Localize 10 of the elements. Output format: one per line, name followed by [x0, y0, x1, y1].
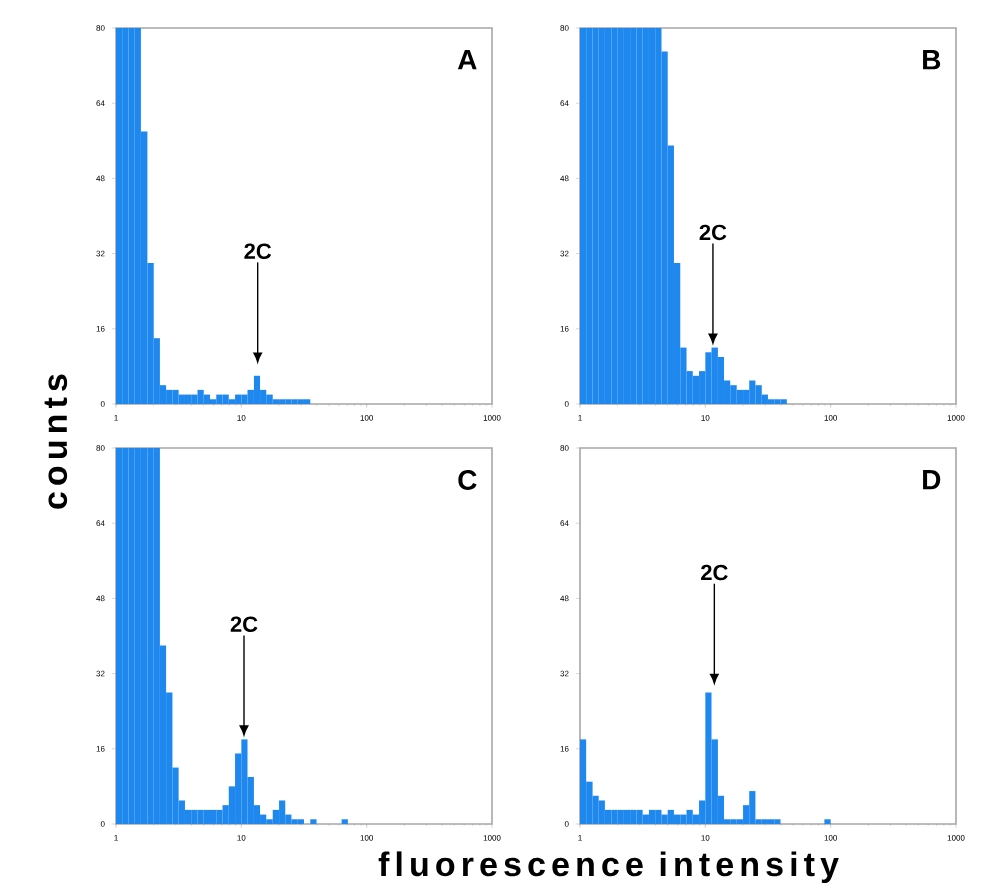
- text: D: [923, 470, 941, 490]
- annotation: 2C: [230, 616, 258, 633]
- x-axis-title: fluorescence intensity: [378, 851, 839, 884]
- text: B: [923, 50, 941, 70]
- text: A: [457, 50, 477, 70]
- annotation: 2C: [699, 224, 727, 241]
- text: C: [458, 470, 477, 491]
- annotation: 2C: [701, 564, 728, 581]
- y-axis-title: counts: [44, 374, 68, 509]
- annotation: 2C: [244, 243, 272, 260]
